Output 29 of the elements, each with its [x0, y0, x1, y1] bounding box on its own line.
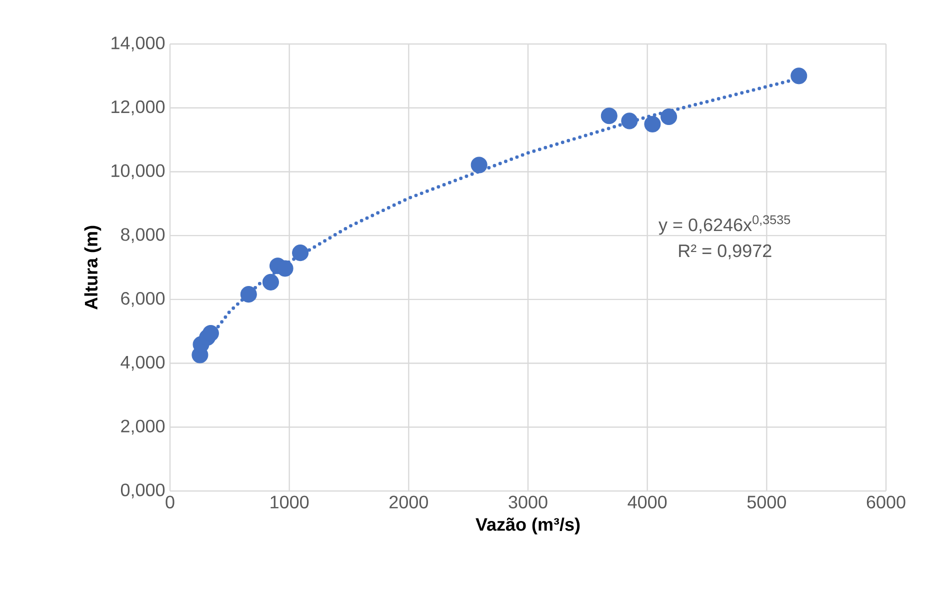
- y-tick-label: 2,000: [121, 420, 165, 435]
- point: [790, 68, 808, 84]
- point: [292, 244, 309, 262]
- x-tick-label: 0: [166, 496, 174, 508]
- x-tick-label: 6000: [866, 496, 906, 508]
- annotation: R² = 0,9972: [679, 244, 772, 260]
- point: [240, 286, 257, 303]
- x-tick-label: 4000: [628, 496, 667, 508]
- point: [621, 112, 638, 130]
- y-tick-label: 0,000: [120, 484, 165, 498]
- x-tick-label: 5000: [747, 496, 786, 508]
- x-tick-label: 1000: [270, 496, 309, 508]
- y-tick-label: 12,000: [112, 100, 165, 116]
- point: [202, 325, 219, 342]
- point: [470, 156, 488, 174]
- y-tick-label: 6,000: [121, 292, 165, 307]
- annotation: y = 0,6246x$^{0,3535}$: [658, 215, 790, 235]
- x-tick-label: 2000: [390, 496, 428, 508]
- point: [660, 108, 678, 126]
- y-tick-label: 10,000: [112, 164, 165, 180]
- y-tick-label: 8,000: [121, 228, 165, 244]
- x-axis-title: Vazão (m³/s): [476, 518, 580, 534]
- point: [644, 116, 661, 132]
- point: [600, 108, 618, 124]
- point: [262, 274, 279, 290]
- x-tick-label: 3000: [508, 496, 548, 508]
- y-tick-label: 4,000: [120, 356, 165, 371]
- y-tick-label: 14,000: [112, 36, 165, 52]
- y-axis-title: Altura (m): [84, 226, 102, 310]
